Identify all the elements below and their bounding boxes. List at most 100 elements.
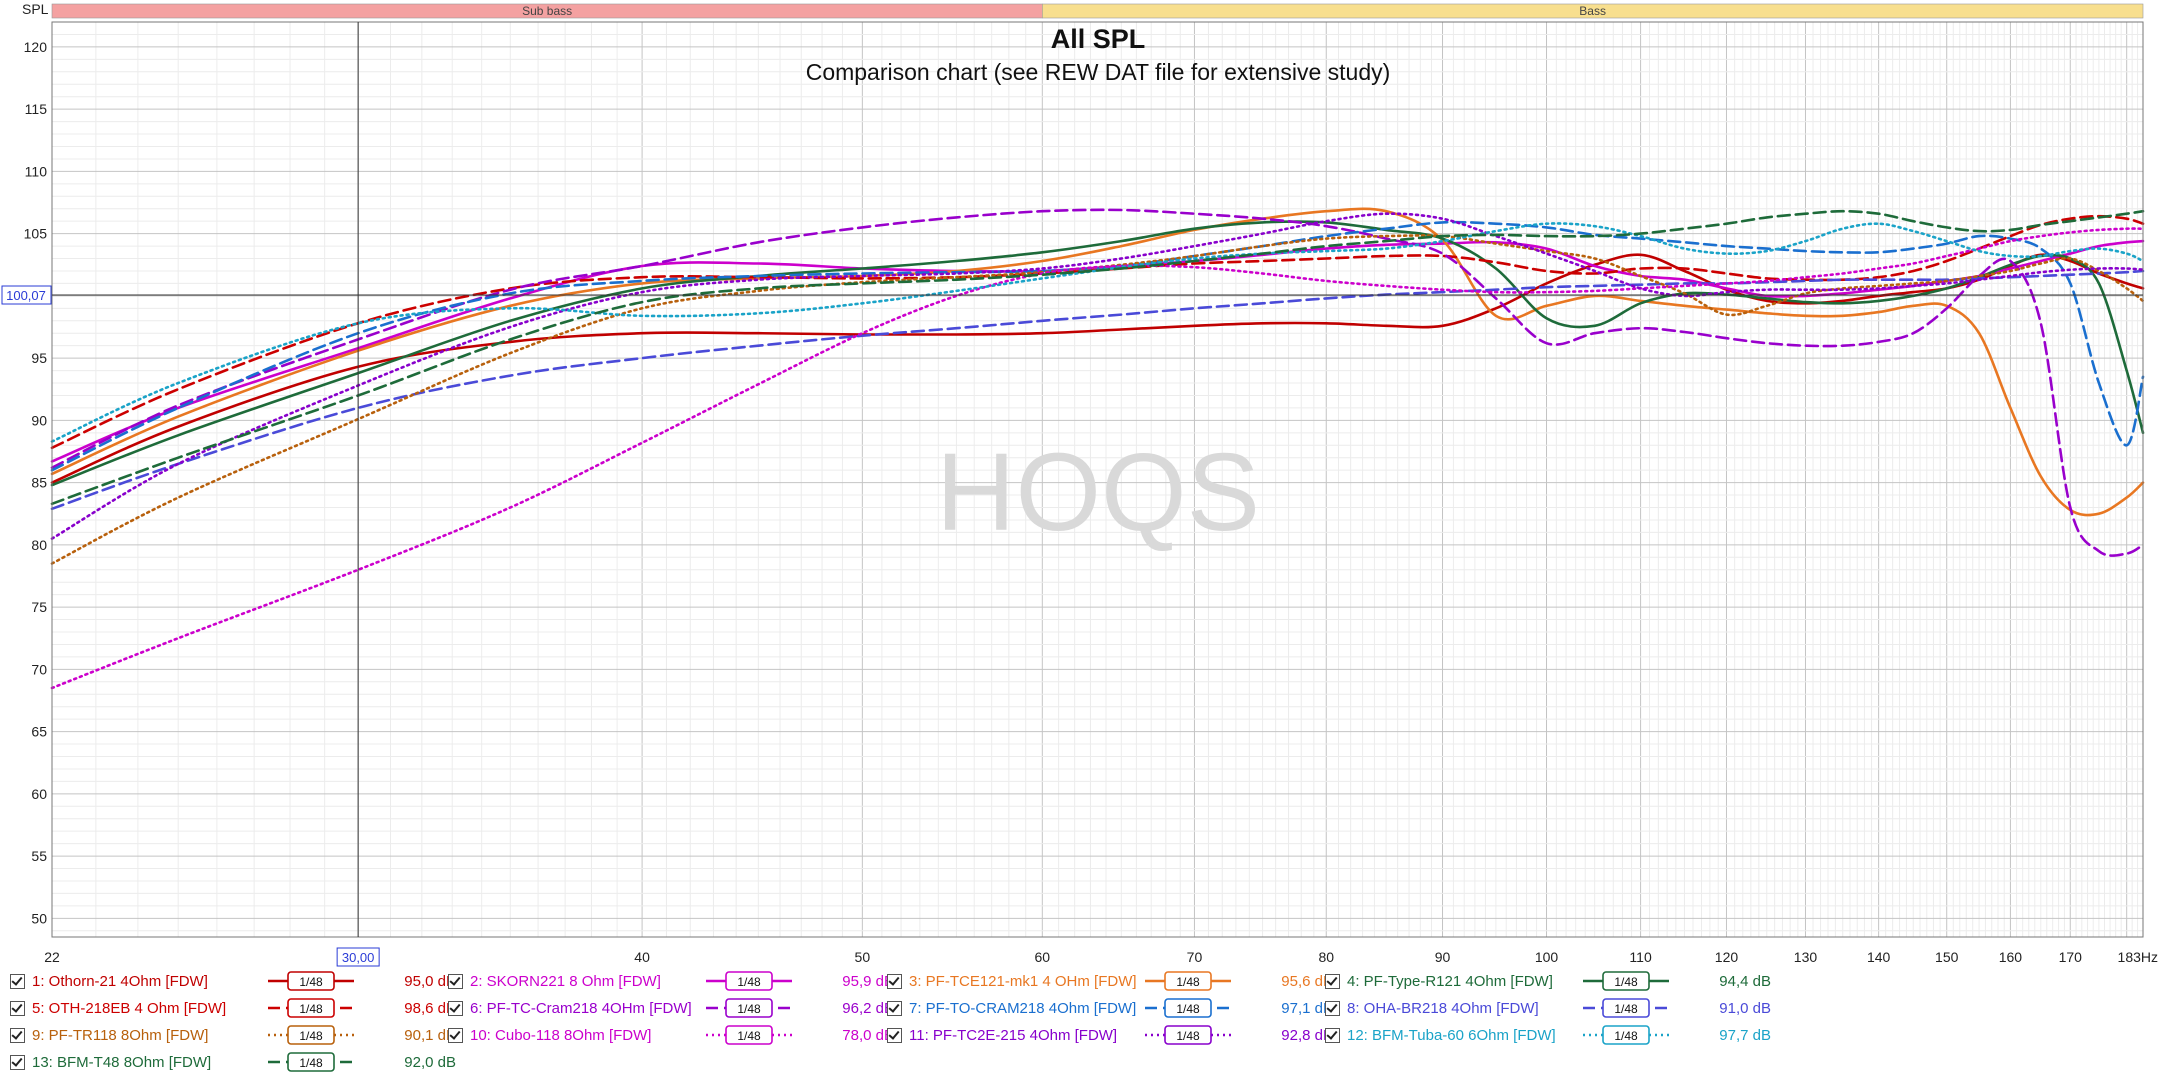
- legend-smoothing-swatch[interactable]: 1/48: [1581, 1024, 1671, 1046]
- legend-smoothing-swatch[interactable]: 1/48: [1581, 997, 1671, 1019]
- legend-name: 12: BFM-Tuba-60 6Ohm [FDW]: [1347, 1026, 1556, 1044]
- series-line-3: [50, 207, 2145, 517]
- legend-spl-value: 97,1 dB: [1281, 999, 1333, 1017]
- legend-item-13[interactable]: 13: BFM-T48 8Ohm [FDW] 1/48 92,0 dB: [10, 1049, 456, 1075]
- legend-smoothing-swatch[interactable]: 1/48: [704, 1024, 794, 1046]
- watermark: HOQS: [936, 431, 1260, 554]
- legend-smoothing-box: [1164, 998, 1212, 1018]
- legend-smoothing-box: [1602, 1025, 1650, 1045]
- legend-item-5[interactable]: 5: OTH-218EB 4 Ohm [FDW] 1/48 98,6 dB: [10, 995, 456, 1021]
- legend: 1: Othorn-21 4Ohm [FDW] 1/48 95,0 dB 2: SKO…: [0, 968, 2160, 1081]
- legend-smoothing-text: 1/48: [299, 1002, 323, 1016]
- x-tick-label: 120: [1715, 949, 1739, 965]
- y-tick-label: 65: [31, 724, 47, 740]
- cursor-x-box: [336, 947, 380, 967]
- band-label-0: Sub bass: [522, 4, 572, 18]
- legend-name: 8: OHA-BR218 4Ohm [FDW]: [1347, 999, 1539, 1017]
- legend-smoothing-text: 1/48: [1176, 1002, 1200, 1016]
- legend-item-10[interactable]: 10: Cubo-118 8Ohm [FDW] 1/48 78,0 dB: [448, 1022, 894, 1048]
- legend-smoothing-box: [287, 971, 335, 991]
- chart-title: All SPL: [1051, 24, 1146, 54]
- legend-smoothing-swatch[interactable]: 1/48: [266, 1024, 356, 1046]
- y-tick-label: 75: [31, 599, 47, 615]
- legend-spl-value: 98,6 dB: [404, 999, 456, 1017]
- legend-smoothing-text: 1/48: [1614, 1002, 1638, 1016]
- legend-smoothing-box: [1602, 971, 1650, 991]
- legend-item-9[interactable]: 9: PF-TR118 8Ohm [FDW] 1/48 90,1 dB: [10, 1022, 456, 1048]
- y-tick-label: 70: [31, 661, 47, 677]
- legend-item-1[interactable]: 1: Othorn-21 4Ohm [FDW] 1/48 95,0 dB: [10, 968, 456, 994]
- cursor-y-label: 100,07: [6, 288, 46, 303]
- legend-checkbox[interactable]: [448, 973, 463, 989]
- y-tick-label: 60: [31, 786, 47, 802]
- legend-smoothing-text: 1/48: [1614, 975, 1638, 989]
- legend-smoothing-swatch[interactable]: 1/48: [704, 997, 794, 1019]
- legend-smoothing-swatch[interactable]: 1/48: [1143, 970, 1233, 992]
- legend-spl-value: 97,7 dB: [1719, 1026, 1771, 1044]
- series-line-6: [50, 208, 2145, 557]
- x-tick-label: 160: [1999, 949, 2023, 965]
- legend-smoothing-box: [725, 998, 773, 1018]
- legend-item-2[interactable]: 2: SKORN221 8 Ohm [FDW] 1/48 95,9 dB: [448, 968, 894, 994]
- y-tick-label: 110: [25, 163, 48, 179]
- legend-smoothing-swatch[interactable]: 1/48: [266, 1051, 356, 1073]
- legend-smoothing-text: 1/48: [737, 1002, 761, 1016]
- legend-smoothing-swatch[interactable]: 1/48: [1143, 1024, 1233, 1046]
- legend-name: 10: Cubo-118 8Ohm [FDW]: [470, 1026, 652, 1044]
- legend-item-7[interactable]: 7: PF-TO-CRAM218 4Ohm [FDW] 1/48 97,1 dB: [887, 995, 1333, 1021]
- legend-smoothing-swatch[interactable]: 1/48: [266, 997, 356, 1019]
- legend-smoothing-swatch[interactable]: 1/48: [1581, 970, 1671, 992]
- legend-checkbox[interactable]: [1325, 1027, 1340, 1043]
- legend-spl-value: 95,9 dB: [842, 972, 894, 990]
- legend-smoothing-text: 1/48: [737, 1029, 761, 1043]
- legend-spl-value: 91,0 dB: [1719, 999, 1771, 1017]
- legend-checkbox[interactable]: [10, 1027, 25, 1043]
- y-tick-label: 55: [31, 848, 47, 864]
- legend-item-6[interactable]: 6: PF-TC-Cram218 4OHm [FDW] 1/48 96,2 dB: [448, 995, 894, 1021]
- legend-smoothing-text: 1/48: [1614, 1029, 1638, 1043]
- legend-checkbox[interactable]: [887, 1027, 902, 1043]
- legend-item-8[interactable]: 8: OHA-BR218 4Ohm [FDW] 1/48 91,0 dB: [1325, 995, 1771, 1021]
- legend-smoothing-text: 1/48: [1176, 975, 1200, 989]
- legend-checkbox[interactable]: [887, 1000, 902, 1016]
- legend-smoothing-swatch[interactable]: 1/48: [1143, 997, 1233, 1019]
- legend-spl-value: 78,0 dB: [842, 1026, 894, 1044]
- legend-smoothing-swatch[interactable]: 1/48: [704, 970, 794, 992]
- y-tick-label: 50: [31, 910, 47, 926]
- legend-checkbox[interactable]: [887, 973, 902, 989]
- series-line-7: [50, 220, 2145, 472]
- band-label-1: Bass: [1579, 4, 1606, 18]
- legend-checkbox[interactable]: [448, 1000, 463, 1016]
- x-tick-label: 80: [1318, 949, 1334, 965]
- legend-checkbox[interactable]: [10, 1054, 25, 1070]
- legend-name: 1: Othorn-21 4Ohm [FDW]: [32, 972, 208, 990]
- legend-smoothing-text: 1/48: [737, 975, 761, 989]
- legend-checkbox[interactable]: [1325, 973, 1340, 989]
- legend-checkbox[interactable]: [10, 1000, 25, 1016]
- x-tick-label: 110: [1629, 949, 1652, 965]
- chart-subtitle: Comparison chart (see REW DAT file for e…: [806, 59, 1391, 85]
- cursor-x-label: 30,00: [342, 950, 375, 965]
- legend-checkbox[interactable]: [1325, 1000, 1340, 1016]
- legend-name: 9: PF-TR118 8Ohm [FDW]: [32, 1026, 209, 1044]
- legend-smoothing-box: [725, 1025, 773, 1045]
- legend-spl-value: 96,2 dB: [842, 999, 894, 1017]
- legend-spl-value: 95,0 dB: [404, 972, 456, 990]
- legend-checkbox[interactable]: [448, 1027, 463, 1043]
- cursor-y-box: [1, 285, 52, 305]
- x-tick-label: 90: [1435, 949, 1451, 965]
- legend-smoothing-swatch[interactable]: 1/48: [266, 970, 356, 992]
- legend-item-4[interactable]: 4: PF-Type-R121 4Ohm [FDW] 1/48 94,4 dB: [1325, 968, 1771, 994]
- legend-smoothing-box: [1164, 1025, 1212, 1045]
- spl-chart: SPL Sub bass Bass HOQS All SPL Comparison…: [0, 0, 2160, 968]
- legend-item-3[interactable]: 3: PF-TCE121-mk1 4 OHm [FDW] 1/48 95,6 dB: [887, 968, 1333, 994]
- legend-spl-value: 90,1 dB: [404, 1026, 456, 1044]
- series-line-12: [50, 222, 2145, 443]
- x-tick-label: 150: [1935, 949, 1959, 965]
- legend-checkbox[interactable]: [10, 973, 25, 989]
- legend-item-11[interactable]: 11: PF-TC2E-215 4Ohm [FDW] 1/48 92,8 dB: [887, 1022, 1333, 1048]
- legend-item-12[interactable]: 12: BFM-Tuba-60 6Ohm [FDW] 1/48 97,7 dB: [1325, 1022, 1771, 1048]
- legend-smoothing-text: 1/48: [299, 975, 323, 989]
- legend-spl-value: 92,0 dB: [404, 1053, 456, 1071]
- y-tick-label: 120: [24, 39, 48, 55]
